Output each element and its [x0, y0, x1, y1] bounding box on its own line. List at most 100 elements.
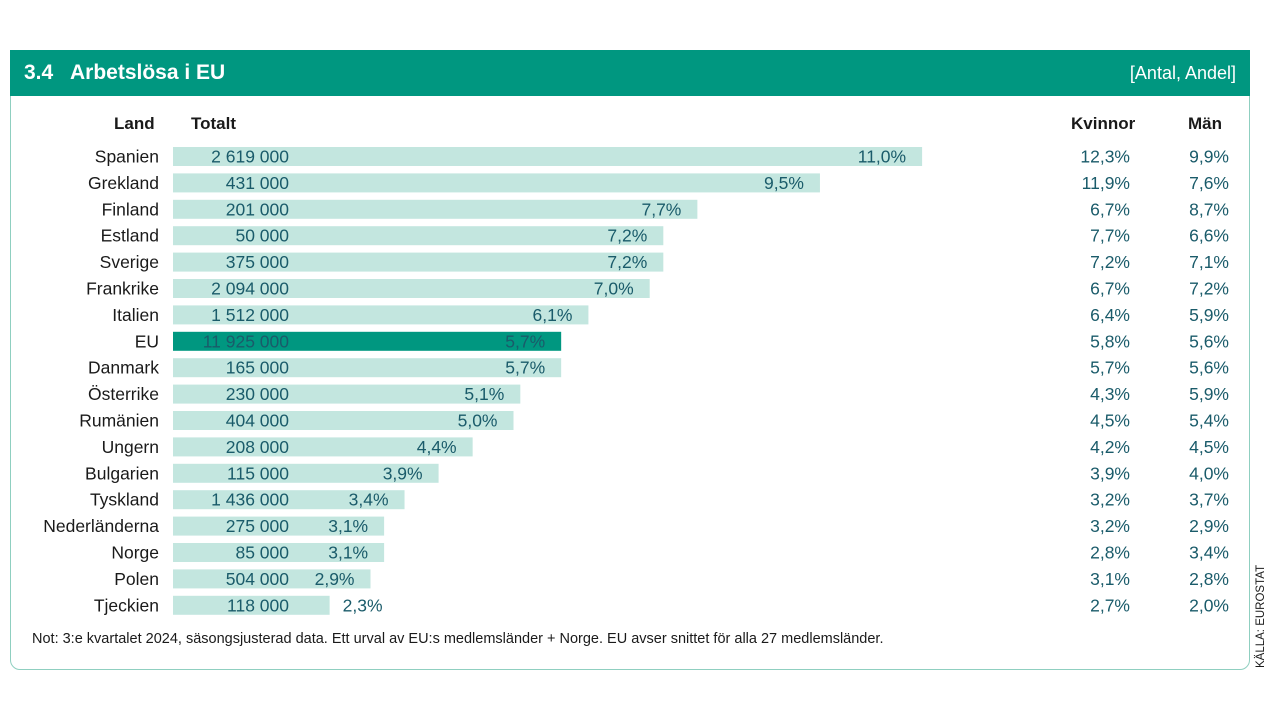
count-label-rumanien: 404 000 — [226, 411, 290, 431]
country-label-tjeckien: Tjeckien — [94, 595, 159, 615]
total-pct-label-italien: 6,1% — [533, 305, 573, 325]
bar-spanien — [173, 147, 923, 166]
bar-rumanien — [173, 411, 514, 430]
count-label-finland: 201 000 — [226, 199, 290, 219]
count-label-estland: 50 000 — [235, 226, 289, 246]
women-pct-label-tyskland: 3,2% — [1090, 490, 1130, 510]
column-header-man: Män — [1188, 114, 1222, 133]
count-label-italien: 1 512 000 — [211, 305, 289, 325]
women-pct-label-tjeckien: 2,7% — [1090, 595, 1130, 615]
column-header-kvinnor: Kvinnor — [1071, 114, 1136, 133]
total-pct-label-polen: 2,9% — [315, 569, 355, 589]
bar-tjeckien — [173, 595, 330, 615]
count-label-tyskland: 1 436 000 — [211, 490, 289, 510]
country-label-finland: Finland — [102, 199, 159, 219]
count-label-bulgarien: 115 000 — [227, 463, 289, 483]
men-pct-label-polen: 2,8% — [1189, 569, 1229, 589]
men-pct-label-ungern: 4,5% — [1189, 437, 1229, 457]
count-label-nederlanderna: 275 000 — [226, 516, 290, 536]
men-pct-label-tjeckien: 2,0% — [1189, 595, 1229, 615]
country-label-danmark: Danmark — [88, 358, 159, 378]
bar-finland — [173, 199, 698, 219]
bar-osterrike — [173, 384, 521, 404]
count-label-osterrike: 230 000 — [226, 384, 290, 404]
chart-header: 3.4 Arbetslösa i EU [Antal, Andel] — [10, 50, 1250, 96]
total-pct-label-norge: 3,1% — [328, 543, 368, 563]
country-label-polen: Polen — [114, 569, 159, 589]
women-pct-label-danmark: 5,7% — [1090, 358, 1130, 378]
bar-tyskland — [173, 490, 405, 510]
count-label-norge: 85 000 — [235, 543, 289, 563]
country-label-tyskland: Tyskland — [90, 490, 159, 510]
women-pct-label-spanien: 12,3% — [1080, 147, 1130, 167]
count-label-grekland: 431 000 — [226, 173, 290, 193]
country-label-frankrike: Frankrike — [86, 279, 159, 299]
men-pct-label-tyskland: 3,7% — [1189, 490, 1229, 510]
women-pct-label-italien: 6,4% — [1090, 305, 1130, 325]
count-label-ungern: 208 000 — [226, 437, 290, 457]
women-pct-label-bulgarien: 3,9% — [1090, 463, 1130, 483]
women-pct-label-finland: 6,7% — [1090, 199, 1130, 219]
column-header-totalt: Totalt — [191, 114, 237, 133]
country-label-nederlanderna: Nederländerna — [43, 516, 159, 536]
chart-title: Arbetslösa i EU — [70, 61, 226, 84]
total-pct-label-estland: 7,2% — [607, 226, 647, 246]
count-label-tjeckien: 118 000 — [227, 595, 289, 615]
country-label-bulgarien: Bulgarien — [85, 463, 159, 483]
count-label-polen: 504 000 — [226, 569, 290, 589]
total-pct-label-tyskland: 3,4% — [349, 490, 389, 510]
bar-danmark — [173, 358, 562, 378]
chart-number: 3.4 — [24, 61, 54, 84]
bar-bulgarien — [173, 463, 439, 483]
women-pct-label-grekland: 11,9% — [1082, 173, 1130, 193]
bar-norge — [173, 543, 385, 562]
count-label-spanien: 2 619 000 — [211, 147, 289, 167]
bar-sverige — [173, 252, 664, 272]
men-pct-label-estland: 6,6% — [1189, 226, 1229, 246]
source-label: KÄLLA: EUROSTAT — [1255, 564, 1267, 668]
column-header-land: Land — [114, 114, 155, 133]
count-label-sverige: 375 000 — [226, 252, 290, 272]
women-pct-label-estland: 7,7% — [1090, 226, 1130, 246]
footnote: Not: 3:e kvartalet 2024, säsongsjusterad… — [32, 631, 884, 647]
country-label-rumanien: Rumänien — [79, 411, 159, 431]
bar-estland — [173, 226, 664, 246]
men-pct-label-osterrike: 5,9% — [1189, 384, 1229, 404]
men-pct-label-danmark: 5,6% — [1189, 358, 1229, 378]
women-pct-label-polen: 3,1% — [1090, 569, 1130, 589]
men-pct-label-bulgarien: 4,0% — [1189, 463, 1229, 483]
total-pct-label-finland: 7,7% — [641, 199, 681, 219]
bar-eu — [173, 331, 562, 351]
bar-grekland — [173, 173, 820, 193]
women-pct-label-norge: 2,8% — [1090, 543, 1130, 563]
country-label-estland: Estland — [101, 226, 159, 246]
total-pct-label-nederlanderna: 3,1% — [328, 516, 368, 536]
men-pct-label-sverige: 7,1% — [1189, 252, 1229, 272]
total-pct-label-bulgarien: 3,9% — [383, 463, 423, 483]
total-pct-label-danmark: 5,7% — [505, 358, 545, 378]
country-label-ungern: Ungern — [102, 437, 159, 457]
bar-italien — [173, 305, 589, 325]
country-label-eu: EU — [135, 331, 159, 351]
count-label-danmark: 165 000 — [226, 358, 290, 378]
country-label-italien: Italien — [112, 305, 159, 325]
total-pct-label-sverige: 7,2% — [607, 252, 647, 272]
women-pct-label-sverige: 7,2% — [1090, 252, 1130, 272]
women-pct-label-nederlanderna: 3,2% — [1090, 516, 1130, 536]
men-pct-label-spanien: 9,9% — [1189, 147, 1229, 167]
men-pct-label-grekland: 7,6% — [1189, 173, 1229, 193]
total-pct-label-grekland: 9,5% — [764, 173, 804, 193]
bar-polen — [173, 569, 371, 589]
men-pct-label-nederlanderna: 2,9% — [1189, 516, 1229, 536]
total-pct-label-rumanien: 5,0% — [458, 411, 498, 431]
women-pct-label-eu: 5,8% — [1090, 331, 1130, 351]
country-label-spanien: Spanien — [95, 147, 159, 167]
total-pct-label-tjeckien: 2,3% — [343, 595, 383, 615]
total-pct-label-spanien: 11,0% — [858, 147, 906, 167]
country-label-norge: Norge — [111, 543, 159, 563]
men-pct-label-norge: 3,4% — [1189, 543, 1229, 563]
bar-nederlanderna — [173, 516, 385, 536]
country-label-osterrike: Österrike — [88, 384, 159, 404]
bar-ungern — [173, 437, 473, 457]
